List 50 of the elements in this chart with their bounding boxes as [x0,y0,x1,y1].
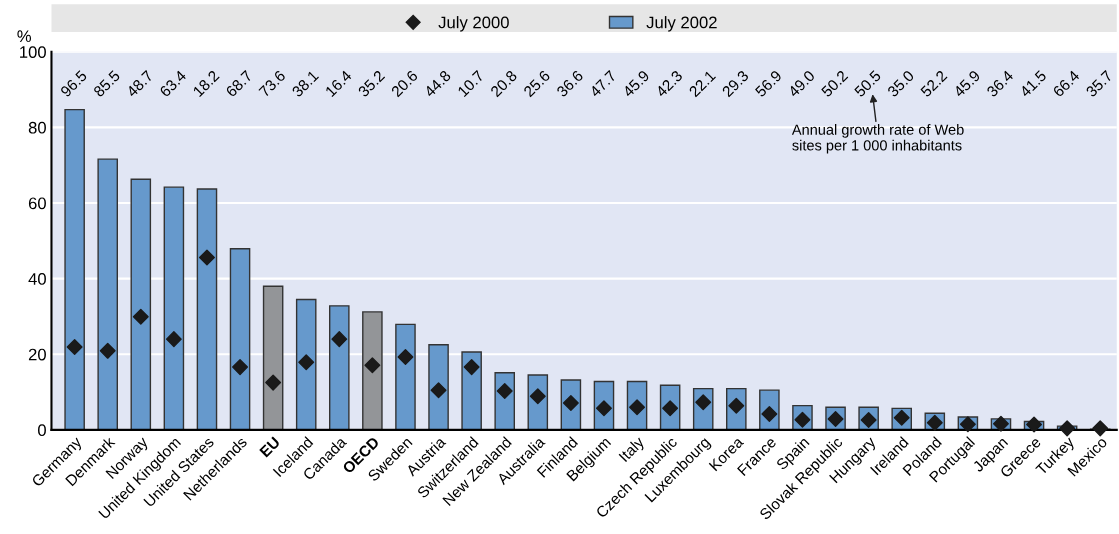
y-tick-label: 0 [38,424,46,437]
y-tick-label: 40 [28,273,46,285]
point [397,348,414,365]
point [1026,416,1043,433]
bar [262,285,284,430]
annotation: 45.9 [621,69,650,98]
annotation: 44.8 [423,69,452,98]
annotation: 49.0 [787,69,816,98]
point [99,342,116,359]
point [463,359,480,376]
bar [295,298,317,430]
bar [163,186,185,430]
point [1092,420,1109,437]
annotation: 66.4 [1052,69,1081,98]
bar [362,311,383,430]
point [165,331,182,348]
bar [64,108,85,430]
annotation: 63.4 [159,69,187,98]
bar [196,188,218,430]
bar [97,158,119,430]
bar [461,351,482,430]
point [496,382,513,399]
point [298,354,315,371]
annotation: 42.3 [655,69,683,98]
y-axis-title: % [17,30,32,43]
y-tick-label: 100 [20,46,46,58]
y-tick-label: 80 [28,121,46,134]
y-tick-label: 20 [28,348,46,361]
bar [428,344,449,430]
point [430,382,447,399]
legend-label: July 2002 [646,16,717,32]
point [1059,420,1076,437]
point [265,374,282,391]
bar [329,305,350,430]
annotation: 22.1 [688,69,716,98]
annotation: 45.9 [952,69,981,98]
bar [229,248,251,430]
point [66,339,83,356]
bar [395,323,416,430]
bar [130,178,152,430]
point [232,359,249,376]
point [364,357,381,374]
point [198,249,215,266]
legend-label: July 2000 [438,16,509,32]
y-tick-label: 60 [28,197,46,210]
point [331,331,348,348]
annotation: 73.6 [258,69,286,98]
point [132,308,149,325]
annotation: 38.1 [291,69,320,98]
annotation: Annual growth rate of Web sites per 1 000 inhabitants [791,124,964,154]
